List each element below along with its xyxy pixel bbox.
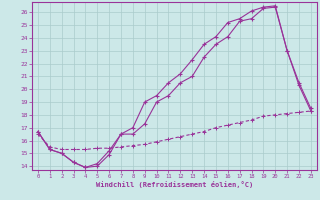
X-axis label: Windchill (Refroidissement éolien,°C): Windchill (Refroidissement éolien,°C) — [96, 181, 253, 188]
